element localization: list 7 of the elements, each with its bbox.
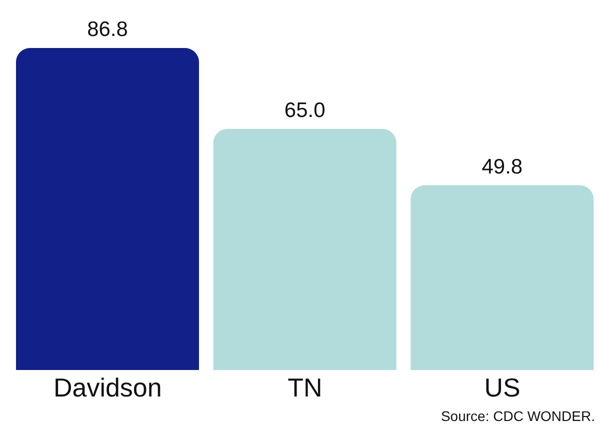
- x-tick-label: US: [484, 372, 520, 402]
- data-label: 49.8: [482, 155, 523, 178]
- x-tick-label: TN: [288, 372, 322, 402]
- source-note: Source: CDC WONDER.: [440, 408, 595, 424]
- data-label: 65.0: [284, 98, 326, 122]
- data-label: 86.8: [87, 18, 128, 41]
- x-tick-label: Davidson: [53, 372, 162, 402]
